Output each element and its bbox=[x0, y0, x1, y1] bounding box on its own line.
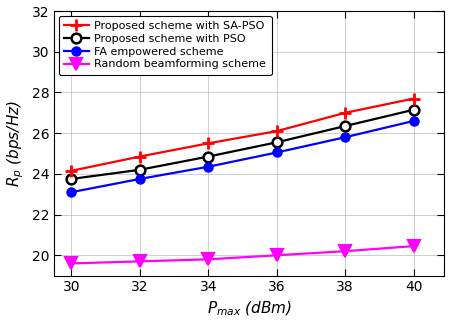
Line: FA empowered scheme: FA empowered scheme bbox=[67, 117, 418, 196]
X-axis label: $P_{max}$ (dBm): $P_{max}$ (dBm) bbox=[207, 300, 292, 318]
Line: Proposed scheme with SA-PSO: Proposed scheme with SA-PSO bbox=[65, 92, 420, 177]
FA empowered scheme bbox=[274, 151, 279, 155]
FA empowered scheme bbox=[68, 190, 74, 194]
Line: Proposed scheme with PSO: Proposed scheme with PSO bbox=[67, 105, 418, 184]
Proposed scheme with PSO bbox=[137, 168, 143, 172]
FA empowered scheme bbox=[137, 177, 143, 181]
Proposed scheme with SA-PSO bbox=[274, 129, 279, 133]
Proposed scheme with PSO bbox=[68, 177, 74, 181]
Proposed scheme with PSO bbox=[411, 108, 416, 112]
Legend: Proposed scheme with SA-PSO, Proposed scheme with PSO, FA empowered scheme, Rand: Proposed scheme with SA-PSO, Proposed sc… bbox=[58, 16, 272, 75]
Proposed scheme with PSO bbox=[274, 140, 279, 144]
Proposed scheme with SA-PSO bbox=[206, 141, 211, 145]
Proposed scheme with PSO bbox=[342, 124, 348, 128]
Random beamforming scheme bbox=[274, 253, 279, 257]
Line: Random beamforming scheme: Random beamforming scheme bbox=[66, 240, 419, 269]
Random beamforming scheme bbox=[342, 249, 348, 253]
FA empowered scheme bbox=[411, 119, 416, 123]
Y-axis label: $R_p$ (bps/Hz): $R_p$ (bps/Hz) bbox=[5, 100, 26, 187]
Proposed scheme with SA-PSO bbox=[411, 97, 416, 100]
Proposed scheme with SA-PSO bbox=[68, 169, 74, 173]
Proposed scheme with SA-PSO bbox=[137, 155, 143, 158]
Random beamforming scheme bbox=[68, 261, 74, 265]
Random beamforming scheme bbox=[137, 260, 143, 263]
Proposed scheme with PSO bbox=[206, 155, 211, 158]
Random beamforming scheme bbox=[411, 244, 416, 248]
Random beamforming scheme bbox=[206, 257, 211, 261]
Proposed scheme with SA-PSO bbox=[342, 111, 348, 115]
FA empowered scheme bbox=[206, 165, 211, 169]
FA empowered scheme bbox=[342, 135, 348, 139]
